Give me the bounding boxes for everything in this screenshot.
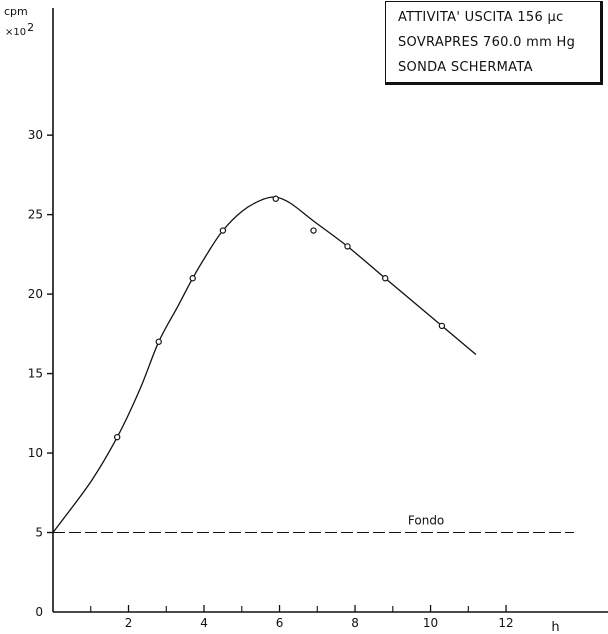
- y-tick-label: 25: [28, 208, 43, 222]
- annotation-line-activity: ATTIVITA' USCITA 156 μc: [398, 10, 564, 25]
- x-tick-label: 2: [125, 616, 133, 630]
- y-tick-label: 30: [28, 128, 43, 142]
- y-tick-label: 10: [28, 446, 43, 460]
- data-point: [382, 275, 389, 282]
- x-axis-label: h: [551, 620, 559, 634]
- y-axis-scale-base: ×10: [5, 27, 27, 38]
- annotation-line-probe: SONDA SCHERMATA: [398, 60, 533, 75]
- y-tick-label: 0: [35, 605, 43, 619]
- y-axis-label-text: cpm: [4, 5, 28, 18]
- y-axis-scale: ×102: [5, 22, 34, 39]
- y-axis-label: cpm ×102: [4, 5, 34, 39]
- data-point: [438, 322, 446, 330]
- y-tick-label: 20: [28, 287, 43, 301]
- y-axis-scale-exponent: 2: [27, 21, 35, 34]
- fondo-label: Fondo: [408, 514, 444, 528]
- data-point: [272, 195, 279, 202]
- x-tick-label: 6: [276, 616, 284, 630]
- annotation-line-pressure: SOVRAPRES 760.0 mm Hg: [398, 35, 576, 50]
- annotation-box: ATTIVITA' USCITA 156 μc SOVRAPRES 760.0 …: [385, 1, 603, 85]
- y-tick-label: 15: [28, 367, 43, 381]
- data-point: [189, 275, 196, 282]
- y-axis-ticks: 0 5 10 15 20 25 30: [28, 128, 53, 619]
- data-point: [344, 243, 351, 250]
- data-point: [310, 227, 317, 234]
- data-points: [113, 195, 446, 441]
- x-tick-label: 8: [351, 616, 359, 630]
- data-point: [113, 433, 121, 441]
- x-tick-label: 4: [200, 616, 208, 630]
- data-point: [219, 227, 227, 234]
- x-tick-label: 10: [423, 616, 438, 630]
- x-tick-label: 12: [498, 616, 513, 630]
- y-tick-label: 5: [35, 526, 43, 540]
- fitted-curve: [52, 196, 477, 533]
- data-point: [155, 338, 162, 345]
- x-axis-ticks: 2 4 6 8 10 12: [90, 605, 514, 630]
